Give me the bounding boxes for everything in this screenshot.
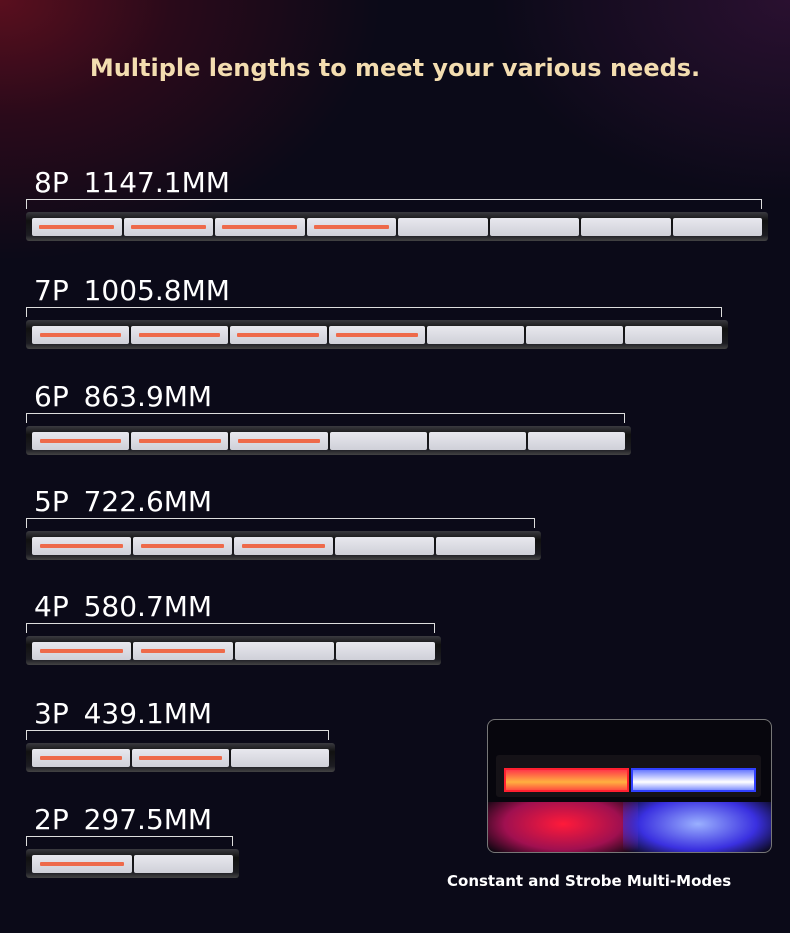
amber-led-segment [229, 326, 327, 344]
white-led-segment [234, 642, 334, 660]
white-led-segment [581, 218, 671, 236]
length-bracket [26, 199, 762, 209]
white-led-segment [398, 218, 488, 236]
amber-led-segment [32, 326, 129, 344]
model: 3P [34, 697, 69, 730]
amber-led-segment [215, 218, 305, 236]
product-label: 4P 580.7MM [34, 590, 212, 623]
light-bar [26, 743, 335, 772]
length: 1147.1MM [83, 166, 230, 199]
white-led-segment [436, 537, 535, 555]
white-led-segment [329, 432, 427, 450]
headline: Multiple lengths to meet your various ne… [89, 54, 701, 82]
amber-led-segment [123, 218, 213, 236]
model: 6P [34, 380, 69, 413]
amber-led-segment [230, 432, 328, 450]
length: 722.6MM [83, 485, 213, 518]
length: 439.1MM [83, 697, 213, 730]
light-bar [26, 212, 768, 241]
light-bar [26, 531, 541, 560]
white-led-segment [335, 642, 435, 660]
red-glow [488, 802, 638, 852]
white-led-segment [527, 432, 626, 450]
product-label: 3P 439.1MM [34, 697, 212, 730]
amber-led-segment [32, 432, 130, 450]
amber-led-segment [133, 642, 233, 660]
light-bar [26, 426, 631, 455]
length-bracket [26, 518, 535, 528]
photo-caption: Constant and Strobe Multi-Modes [447, 872, 732, 890]
length: 580.7MM [83, 590, 213, 623]
white-led-segment [133, 855, 233, 873]
length: 297.5MM [83, 803, 213, 836]
amber-led-segment [131, 749, 230, 767]
model: 4P [34, 590, 69, 623]
amber-led-segment [328, 326, 426, 344]
amber-led-segment [32, 749, 130, 767]
blue-light [631, 768, 756, 792]
white-led-segment [427, 326, 525, 344]
red-light [504, 768, 629, 792]
blue-glow [623, 802, 771, 852]
model: 7P [34, 274, 69, 307]
amber-led-segment [32, 642, 132, 660]
white-led-segment [335, 537, 434, 555]
white-led-segment [672, 218, 762, 236]
light-bar [26, 849, 239, 878]
model: 2P [34, 803, 69, 836]
amber-led-segment [133, 537, 232, 555]
amber-led-segment [32, 537, 131, 555]
model: 5P [34, 485, 69, 518]
light-bar [26, 320, 728, 349]
length-bracket [26, 307, 722, 317]
white-led-segment [489, 218, 579, 236]
amber-led-segment [131, 432, 229, 450]
amber-led-segment [130, 326, 228, 344]
length-bracket [26, 730, 329, 740]
light-bar [26, 636, 441, 665]
product-label: 7P 1005.8MM [34, 274, 230, 307]
length: 1005.8MM [83, 274, 230, 307]
white-led-segment [428, 432, 526, 450]
light-bar-photo [487, 719, 772, 853]
white-led-segment [526, 326, 624, 344]
product-label: 6P 863.9MM [34, 380, 212, 413]
amber-led-segment [32, 218, 122, 236]
length: 863.9MM [83, 380, 213, 413]
model: 8P [34, 166, 69, 199]
white-led-segment [625, 326, 723, 344]
product-label: 5P 722.6MM [34, 485, 212, 518]
length-bracket [26, 836, 233, 846]
product-label: 8P 1147.1MM [34, 166, 230, 199]
amber-led-segment [234, 537, 333, 555]
amber-led-segment [32, 855, 132, 873]
amber-led-segment [306, 218, 396, 236]
white-led-segment [231, 749, 330, 767]
length-bracket [26, 413, 625, 423]
product-label: 2P 297.5MM [34, 803, 212, 836]
length-bracket [26, 623, 435, 633]
